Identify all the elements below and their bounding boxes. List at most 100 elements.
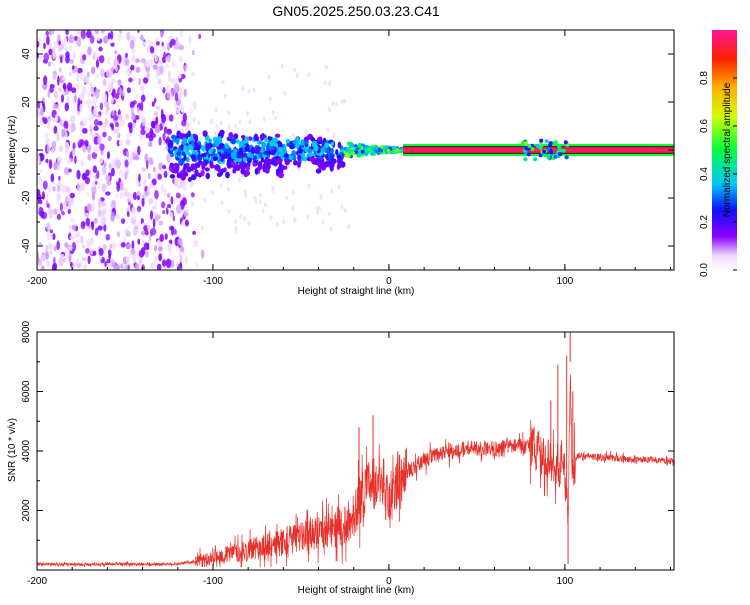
spectrogram-faint-blob [219, 120, 223, 126]
spectrogram-signal-blob [292, 139, 298, 145]
spectrogram-noise-blob [43, 75, 48, 86]
spectrogram-faint-blob [190, 201, 194, 207]
spectrogram-converging-blob [346, 153, 351, 158]
spectrogram-signal-blob [335, 149, 339, 156]
spectrogram-noise-blob [144, 250, 149, 258]
spectrogram-noise-blob [48, 61, 51, 67]
spectrogram-signal-blob [183, 163, 187, 170]
spectrogram-noise-blob [107, 32, 111, 40]
snr-ylabel: SNR (10 * v/v) [7, 418, 18, 482]
spectrogram-noise-blob [111, 110, 115, 116]
spectrogram-noise-blob [45, 260, 51, 268]
spectrogram-noise-blob [56, 213, 62, 220]
spectrogram-faint-blob [241, 86, 244, 92]
spectrogram-noise-blob [175, 192, 181, 199]
spectrogram-signal-blob [200, 169, 205, 177]
spectrogram-disturbance-blob [564, 155, 569, 160]
spectrogram-noise-blob [154, 110, 158, 117]
spectrogram-noise-blob [134, 263, 139, 270]
spectrogram-noise-blob [62, 258, 67, 263]
spectrogram-noise-blob [117, 33, 122, 41]
spectrogram-noise-blob [54, 90, 59, 100]
spectrogram-noise-blob [76, 36, 82, 47]
spectrogram-noise-blob [61, 94, 64, 103]
spectrogram-noise-blob [63, 120, 69, 130]
spectrogram-faint-blob [227, 186, 230, 192]
spectrogram-noise-blob [122, 256, 126, 265]
spectrogram-disturbance-blob [549, 150, 554, 155]
spectrogram-noise-blob [154, 199, 158, 207]
spectrogram-noise-blob [138, 109, 143, 120]
spectrogram-noise-blob [69, 44, 72, 53]
spectrogram-noise-blob [135, 94, 140, 99]
spectrogram-disturbance-blob [546, 147, 551, 152]
spectrogram-signal-blob [230, 151, 237, 160]
spectrogram-converging-blob [399, 148, 404, 153]
colorbar: 0.0 0.2 0.4 0.6 0.8 Normalized spectral ampl… [699, 30, 737, 277]
spectrogram-noise-blob [178, 56, 183, 63]
spectrogram-noise-blob [131, 113, 136, 121]
spectrogram-noise-blob [177, 184, 181, 190]
spectrogram-disturbance-blob [558, 152, 563, 157]
spectrogram-faint-blob [186, 208, 189, 214]
spectrogram-noise-blob [40, 210, 45, 219]
spectrogram-signal-blob [241, 135, 246, 139]
spectrogram-noise-blob [167, 42, 171, 52]
spectrogram-noise-blob [77, 67, 83, 74]
spectrogram-noise-blob [126, 87, 131, 94]
spectrogram-faint-blob [262, 116, 266, 122]
spectrogram-noise-blob [163, 170, 168, 179]
spectrogram-noise-blob [37, 250, 40, 261]
spectrogram-noise-blob [92, 98, 97, 106]
spectrogram-noise-blob [71, 36, 75, 42]
spectrogram-signal-blob [305, 136, 310, 141]
spectrogram-noise-blob [84, 205, 88, 214]
spectrogram-faint-blob [327, 211, 331, 217]
spectrogram-faint-blob [304, 129, 308, 135]
colorbar-tick-label: 0.2 [699, 215, 710, 229]
spectrogram-faint-blob [191, 71, 195, 77]
spectrogram-noise-blob [57, 102, 61, 112]
spectrogram-noise-blob [130, 248, 136, 255]
spectrogram-signal-blob [264, 167, 270, 174]
snr-panel: -200 -100 0 100 2000 4000 6000 8000 Height of s… [7, 320, 675, 596]
spectrogram-noise-blob [69, 59, 74, 64]
colorbar-label: Normalized spectral amplitude [722, 82, 733, 217]
snr-marks [37, 332, 674, 568]
spectrogram-marks [37, 30, 674, 270]
spectrogram-noise-blob [174, 176, 179, 186]
spectrogram-faint-blob [269, 214, 273, 220]
spectrogram-noise-blob [102, 78, 107, 87]
spectrogram-noise-blob [105, 233, 111, 241]
spectrogram-signal-blob [195, 145, 200, 151]
spectrogram-noise-blob [138, 78, 141, 86]
spectrogram-signal-blob [283, 153, 289, 159]
spectrogram-signal-blob [269, 149, 276, 156]
spectrogram-noise-blob [151, 40, 156, 46]
snr-xtick-label: -100 [203, 576, 223, 587]
spectrogram-noise-blob [142, 41, 146, 46]
spectrogram-noise-blob [82, 244, 85, 249]
spectrogram-signal-blob [298, 148, 303, 154]
spectrogram-noise-blob [49, 229, 53, 234]
spectrogram-noise-blob [152, 166, 156, 173]
spectrogram-faint-blob [261, 208, 265, 214]
spectrogram-faint-blob [319, 194, 323, 200]
spectrogram-noise-blob [124, 171, 128, 181]
spectrogram-disturbance-blob [527, 144, 532, 148]
spectrogram-noise-blob [77, 231, 80, 238]
spectrogram-signal-blob [240, 168, 246, 175]
spectrogram-noise-blob [68, 256, 72, 263]
spectrogram-faint-blob [329, 226, 333, 232]
spectrogram-faint-blob [347, 224, 351, 230]
spectrogram-noise-blob [59, 119, 64, 127]
spectrogram-noise-blob [65, 51, 70, 58]
spectrogram-noise-blob [47, 118, 51, 125]
spectrogram-noise-blob [45, 193, 49, 201]
spectrogram-noise-blob [58, 40, 61, 46]
spectrogram-noise-blob [56, 240, 60, 251]
spectrogram-signal-blob [228, 132, 234, 140]
spectrogram-converging-blob [371, 150, 376, 155]
spectrogram-signal-blob [322, 145, 326, 153]
spectrogram-noise-blob [157, 214, 161, 220]
